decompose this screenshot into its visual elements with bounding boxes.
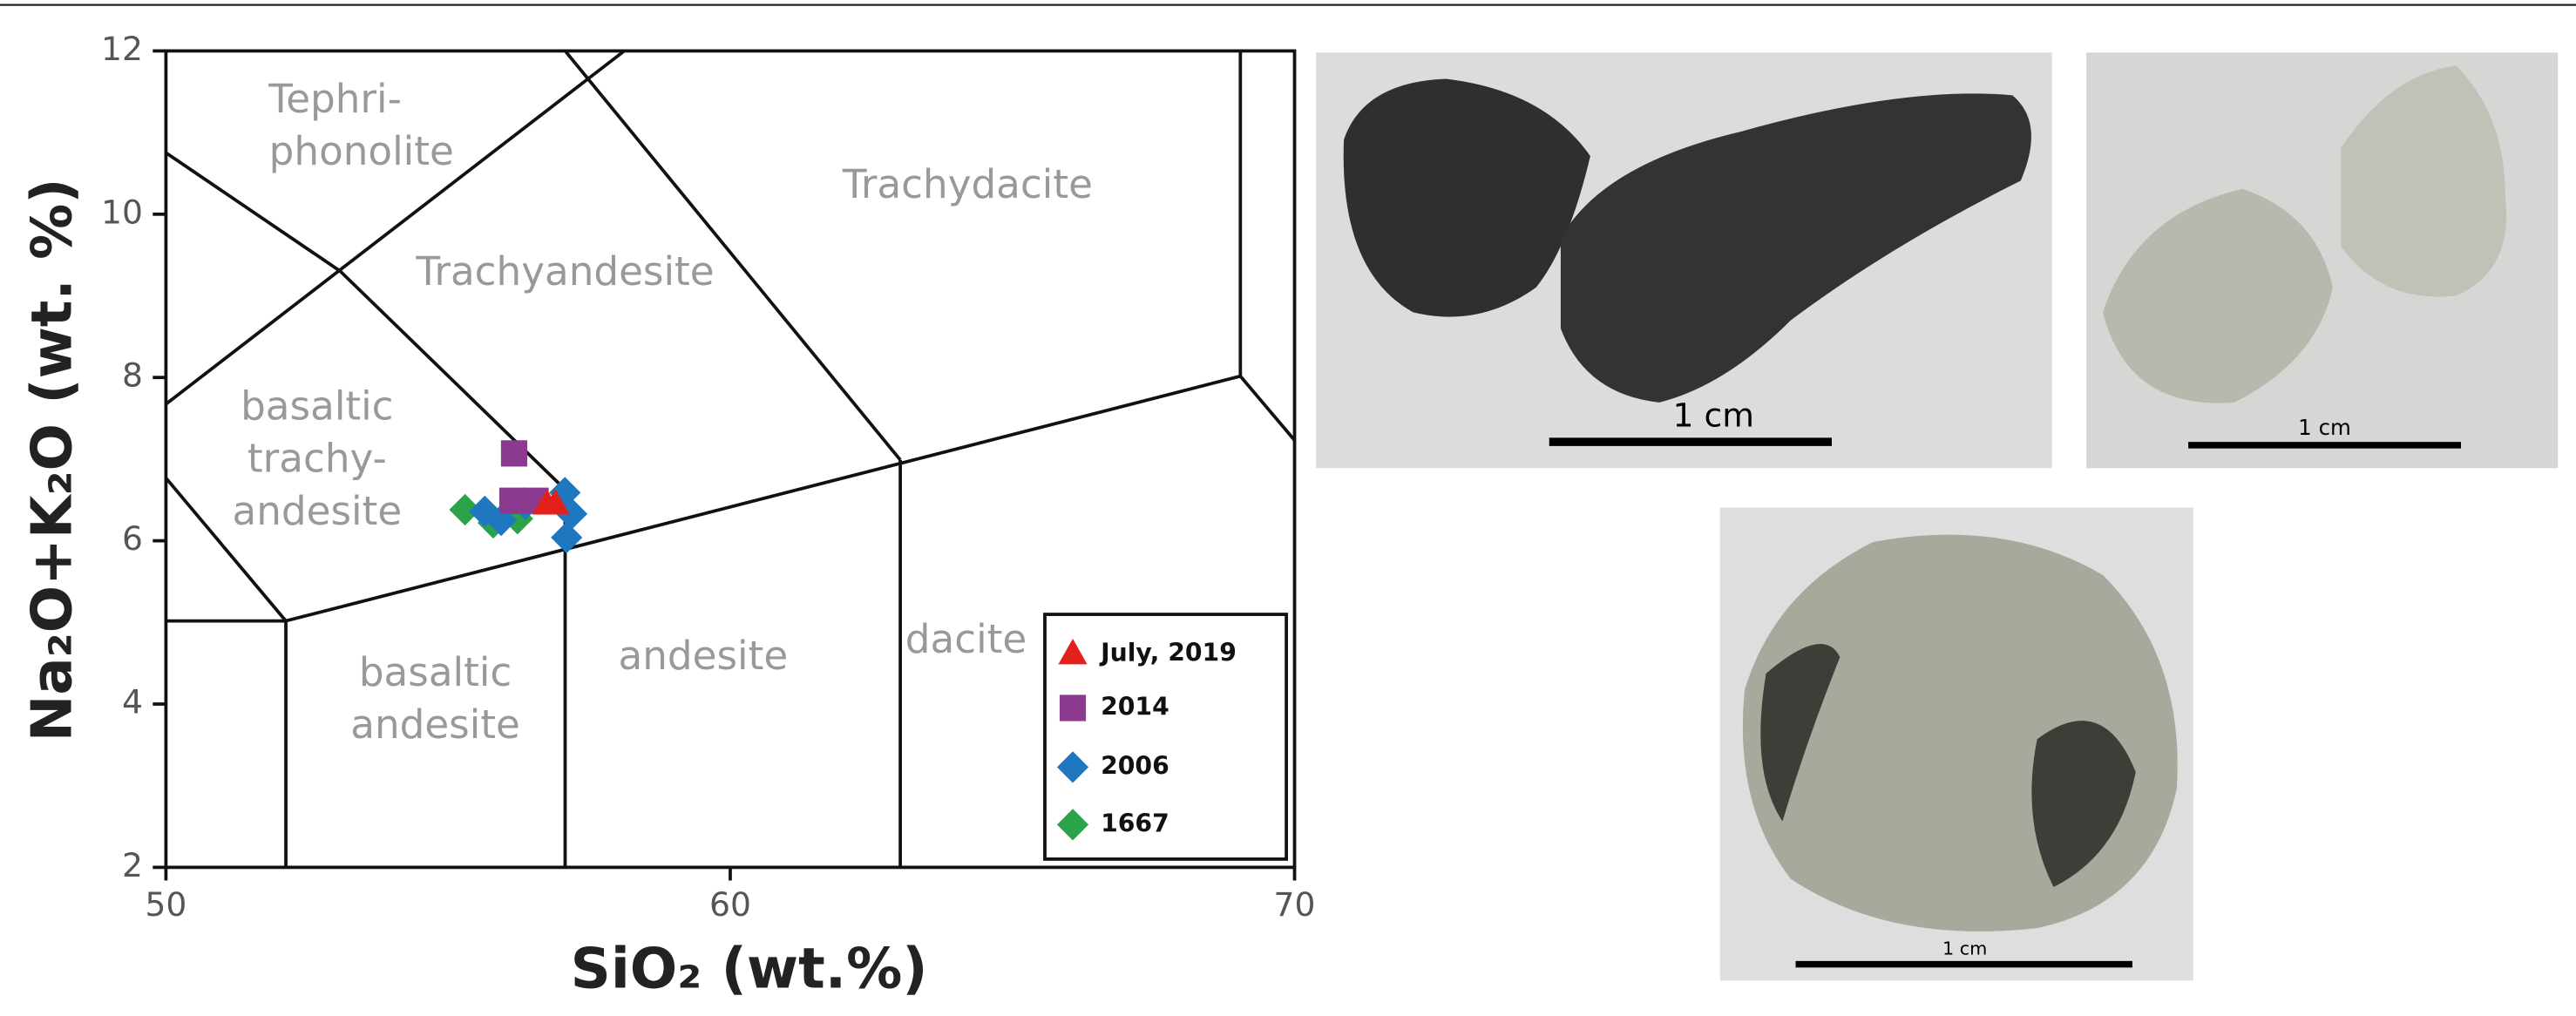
field-label: Tephri- — [268, 76, 402, 122]
x-tick-label: 60 — [709, 885, 751, 924]
y-axis-label: Na₂O+K₂O (wt. %) — [21, 178, 85, 742]
figure-content: SiO₂ (wt.%) Na₂O+K₂O (wt. %) 1 cm 1 cm 1… — [0, 5, 2576, 1002]
boundary — [286, 376, 1240, 621]
x-axis-label: SiO₂ (wt.%) — [571, 938, 928, 1002]
field-label: trachy- — [247, 436, 387, 482]
field-label: Trachydacite — [842, 161, 1093, 207]
field-label: dacite — [905, 616, 1027, 662]
y-tick-label: 8 — [122, 356, 143, 395]
x-tick-label: 70 — [1274, 885, 1316, 924]
y-tick-label: 2 — [122, 846, 143, 884]
field-label: andesite — [619, 633, 789, 679]
scale-label: 1 cm — [2298, 415, 2351, 440]
y-tick-label: 4 — [122, 682, 143, 721]
field-label: andesite — [233, 488, 403, 534]
scale-label: 1 cm — [1673, 396, 1754, 434]
field-label: andesite — [350, 701, 520, 748]
legend-label: 1667 — [1101, 809, 1169, 837]
field-label: Trachyandesite — [415, 248, 714, 295]
photo-2 — [2086, 52, 2558, 468]
figure: SiO₂ (wt.%) Na₂O+K₂O (wt. %) 1 cm 1 cm 1… — [0, 0, 2576, 1016]
y-tick-label: 10 — [101, 193, 143, 231]
x-tick-label: 50 — [145, 885, 186, 924]
legend-label: 2006 — [1101, 751, 1169, 780]
page: {"chart_data": {"type": "scatter", "xlab… — [0, 0, 2576, 1016]
legend-marker — [1060, 694, 1086, 721]
y-tick-label: 6 — [122, 519, 143, 558]
data-point — [551, 522, 582, 553]
field-label: basaltic — [241, 383, 393, 429]
photo-3 — [1720, 508, 2193, 981]
legend-label: July, 2019 — [1099, 638, 1237, 667]
data-point — [499, 488, 525, 514]
boundary — [1240, 376, 1294, 441]
field-label: phonolite — [269, 128, 454, 174]
scale-label: 1 cm — [1942, 938, 1987, 959]
y-tick-label: 12 — [101, 30, 143, 68]
legend-label: 2014 — [1101, 693, 1169, 721]
field-label: basaltic — [359, 649, 512, 695]
data-point — [501, 440, 527, 466]
